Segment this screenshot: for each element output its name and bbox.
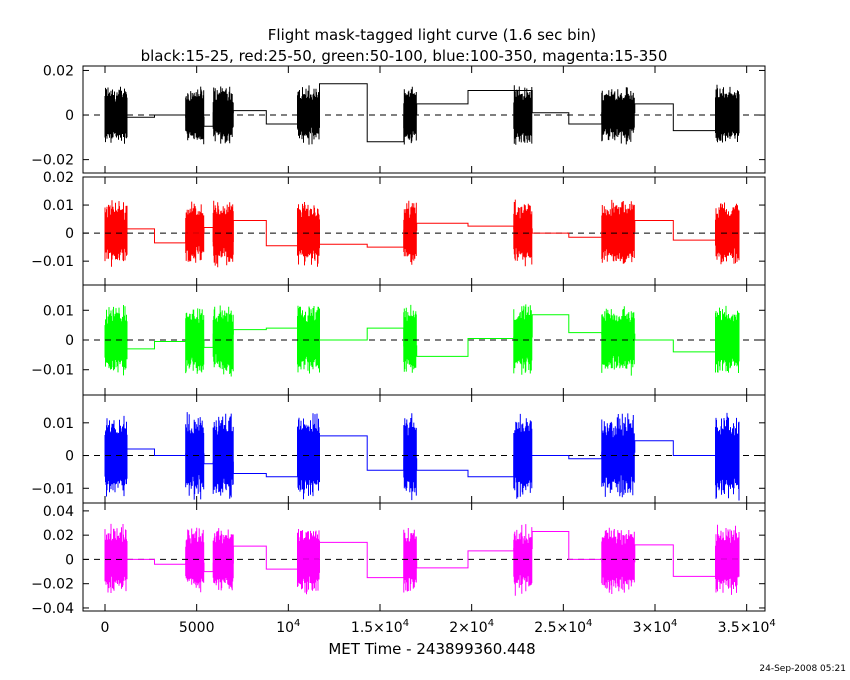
panel-3-binned-line [105,435,740,478]
x-tick-exponent: 4 [294,618,300,629]
panel-1: 0.02 0.01 0 −0.01 [31,170,766,286]
panel-2-ytick-label: 0 [65,333,74,349]
panel-1-binned-line [105,220,740,248]
panel-4-xticks [104,503,748,611]
panel-2-ytick-label: −0.01 [31,363,74,379]
panel-1-ytick-label: 0.01 [43,198,74,214]
panel-2-bursts [104,304,740,377]
panel-1-xticks [104,177,748,285]
chart-subtitle: black:15-25, red:25-50, green:50-100, bl… [141,47,668,65]
x-tick-exponent: 4 [403,618,409,629]
x-tick-label: 3.5×104 [718,618,776,636]
panel-0-bursts [104,84,740,145]
panel-0-ytick-label: −0.02 [31,153,74,169]
x-tick-label: 2.5×104 [534,618,592,636]
panel-1-bursts [104,199,740,268]
panel-0-frame [82,65,766,174]
timestamp: 24-Sep-2008 05:21 [759,664,846,674]
panel-3-ytick-label: 0.01 [43,416,74,432]
panel-0: 0.02 0 −0.02 [31,63,766,174]
panel-4-bursts [104,523,740,596]
panel-1-ytick-label: −0.01 [31,254,74,270]
x-tick-exponent: 4 [769,618,775,629]
panel-4-ytick-label: −0.02 [31,577,74,593]
panel-4-ytick-label: 0 [65,552,74,568]
panel-2-binned-line [105,314,740,357]
panel-3: 0.01 0 −0.01 [31,394,766,504]
panel-0-ytick-label: 0.02 [43,63,74,79]
panel-3-ytick-label: −0.01 [31,481,74,497]
panel-4-binned-line [105,531,740,579]
chart-title: Flight mask-tagged light curve (1.6 sec … [268,26,596,44]
x-tick-exponent: 4 [671,618,677,629]
x-tick-label: 2×104 [449,618,494,636]
x-tick-exponent: 4 [586,618,592,629]
panel-3-ytick-label: 0 [65,449,74,465]
panel-0-ytick-label: 0 [65,108,74,124]
panel-2: 0.01 0 −0.01 [31,284,766,396]
panel-2-xticks [104,285,748,395]
panel-group: 0.020−0.020.020.010−0.010.010−0.010.010−… [31,63,766,617]
panel-3-bursts [104,412,740,501]
x-tick-label: 1.5×104 [351,618,409,636]
panel-1-ytick-label: 0 [65,226,74,242]
x-tick-label: 3×104 [633,618,678,636]
x-axis: 0 5000 104 1.5×104 2×104 2.5×104 3×104 3.5×104 [101,618,776,636]
panel-4-ytick-label: 0.02 [43,528,74,544]
x-axis-label: MET Time - 243899360.448 [328,640,535,658]
panel-1-ytick-label: 0.02 [43,170,74,186]
panel-3-xticks [104,395,748,503]
x-tick-label: 5000 [179,620,215,636]
panel-2-ytick-label: 0.01 [43,303,74,319]
panel-4-ytick-label: 0.04 [43,504,74,520]
x-tick-exponent: 4 [488,618,494,629]
panel-4-ytick-label: −0.04 [31,601,74,617]
panel-4: 0.04 0.02 0 −0.02 −0.04 [31,502,766,617]
x-tick-label: 0 [101,620,110,636]
panel-0-binned-line [105,83,740,143]
panel-0-xticks [104,66,748,173]
x-tick-label: 104 [276,618,300,636]
panel-4-frame [82,502,766,612]
